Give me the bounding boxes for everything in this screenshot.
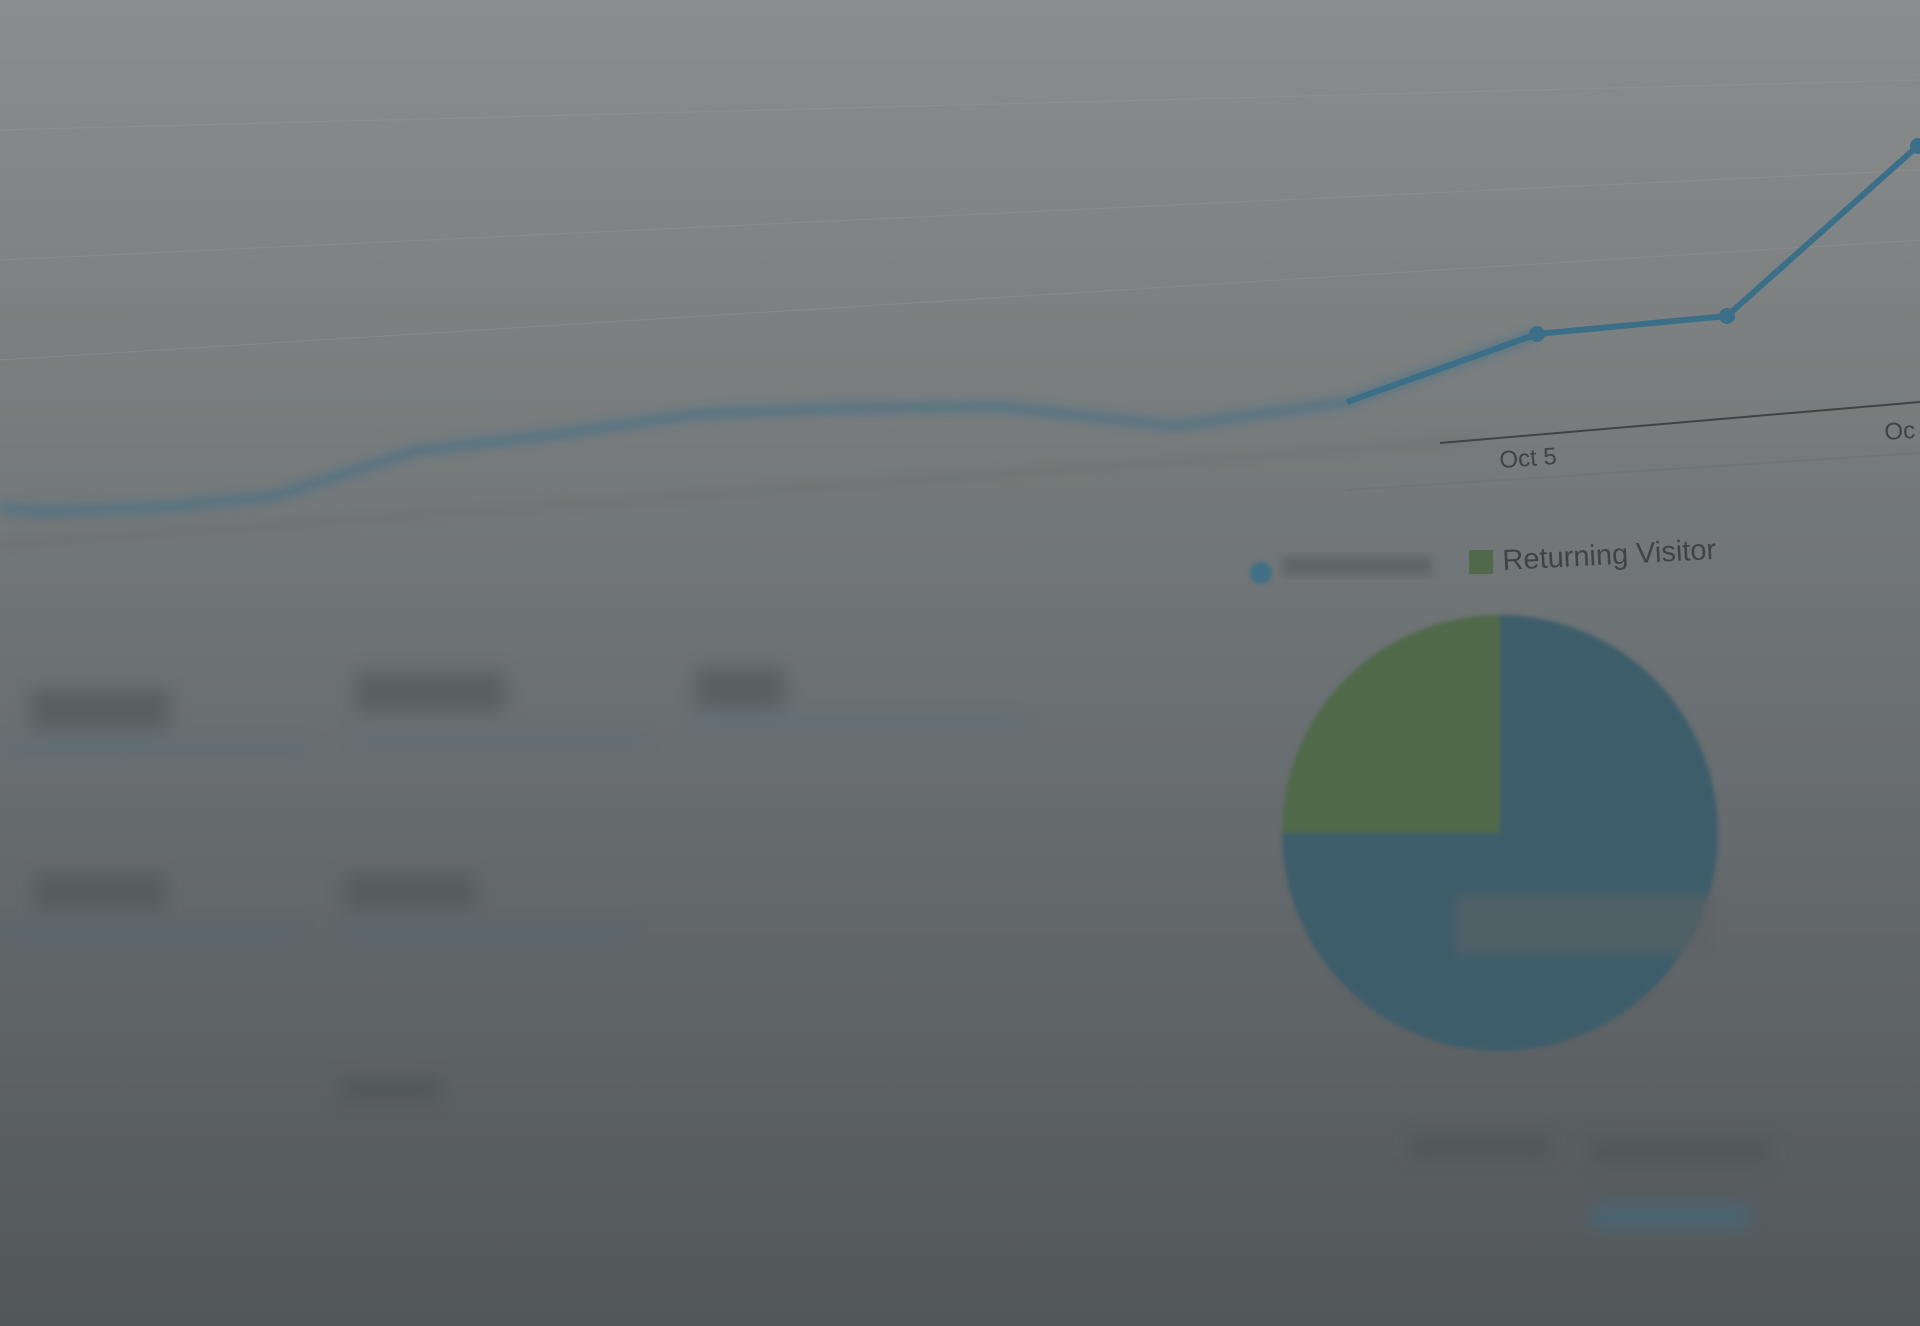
points (1529, 138, 1920, 342)
card-bar (0, 745, 310, 751)
trend-line (0, 329, 1539, 517)
card-bar (0, 930, 300, 936)
card-bar (355, 738, 645, 744)
trend-line (1345, 141, 1920, 405)
point (1529, 326, 1545, 342)
axis-line (0, 439, 1481, 546)
point (1719, 308, 1735, 324)
card-bar (340, 930, 630, 936)
pie-chart (1282, 615, 1718, 1051)
legend-swatch (1250, 562, 1272, 584)
card-figure (35, 875, 165, 909)
grid-line (0, 239, 1920, 361)
table-cell (1410, 1135, 1550, 1157)
stat-cards (0, 668, 1770, 1227)
pie-slice (1282, 615, 1500, 833)
pie-tooltip (1455, 895, 1715, 955)
card-figure (355, 672, 505, 712)
axis-line (1439, 401, 1920, 444)
grid (0, 79, 1920, 361)
card-figure (30, 690, 170, 730)
card-figure (345, 875, 475, 909)
line-blurred (0, 329, 1539, 546)
card-figure (340, 1078, 440, 1100)
table-cell (1590, 1205, 1750, 1227)
table-cell (1590, 1140, 1770, 1162)
card-bar (695, 720, 1025, 726)
point (1910, 138, 1920, 154)
grid-line (0, 169, 1920, 261)
legend-swatch (1469, 550, 1493, 574)
x-tick-label: Oct 5 (1499, 443, 1558, 474)
card-figure (695, 668, 785, 708)
x-tick-label: Oc (1884, 417, 1916, 446)
grid-line (0, 79, 1920, 131)
axis-line (1346, 452, 1920, 491)
legend-label-blurred (1282, 556, 1432, 576)
